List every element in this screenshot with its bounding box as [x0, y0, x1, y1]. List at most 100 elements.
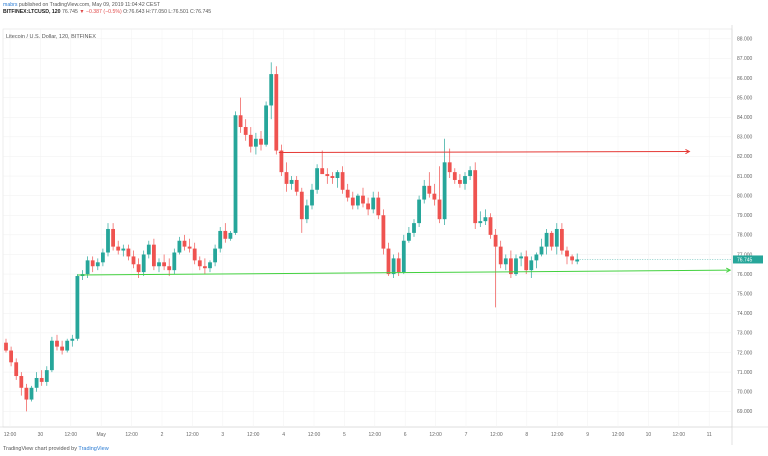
candle [524, 250, 529, 275]
tradingview-logo[interactable]: TradingView [78, 446, 109, 452]
candle [452, 168, 457, 184]
candle [565, 246, 569, 265]
candle-body [325, 174, 330, 177]
candle [24, 383, 29, 412]
candle-body [468, 170, 472, 177]
candle-body [111, 228, 115, 247]
candle-body [136, 264, 141, 273]
candle-body [254, 138, 258, 147]
candle-body [549, 232, 554, 247]
support-line-segment[interactable] [77, 269, 731, 276]
candle-body [4, 342, 8, 351]
candle-body [264, 105, 268, 145]
candle-body [70, 338, 75, 341]
candle [203, 258, 207, 275]
resistance-arrowhead [685, 148, 691, 155]
candle-body [233, 115, 238, 233]
candle [493, 228, 498, 308]
support-line[interactable] [77, 267, 732, 276]
candle-body [478, 221, 483, 224]
candle [4, 338, 8, 353]
candle-body [95, 262, 100, 267]
candle-body [330, 176, 335, 179]
candle [85, 256, 90, 278]
candle-body [152, 244, 156, 267]
candle-body [381, 215, 386, 249]
footer: TradingView chart provided by TradingVie… [3, 446, 109, 452]
candle-body [493, 234, 498, 247]
last-price-label: 76.745 [737, 257, 753, 263]
candle [519, 252, 523, 267]
y-tick-label: 80.000 [737, 193, 753, 199]
candle [284, 162, 289, 192]
candle [248, 127, 253, 153]
candle-body [34, 377, 39, 388]
symbol-label: BITFINEX:LTCUSD, 120 [3, 9, 61, 15]
candlestick-chart[interactable]: 88.000 87.000 86.000 85.000 84.000 83.000 82.0… [0, 25, 768, 445]
candle-body [310, 189, 314, 206]
x-tick-label: 8 [525, 432, 528, 438]
header-symbol-line: BITFINEX:LTCUSD, 120 76.745 ▼ −0.387 (−0… [3, 9, 211, 16]
y-tick-label: 79.000 [737, 213, 753, 219]
candle [238, 97, 243, 133]
candle-body [299, 191, 304, 220]
candle [14, 358, 19, 380]
y-tick-label: 71.000 [737, 370, 753, 376]
candle-body [14, 362, 19, 377]
candle-body [85, 260, 90, 275]
candle-body [447, 162, 452, 173]
y-tick-label: 76.000 [737, 272, 753, 278]
y-tick-label: 70.000 [737, 390, 753, 396]
candle-body [177, 240, 182, 253]
candle [177, 236, 182, 255]
y-tick-label: 77.000 [737, 252, 753, 258]
candle [213, 244, 217, 267]
candle [95, 258, 100, 271]
candle-body [279, 150, 284, 173]
candle [264, 101, 268, 147]
candle [315, 164, 319, 194]
candle [228, 230, 233, 241]
x-tick-label: 12:00 [247, 432, 260, 438]
candle-body [391, 258, 396, 275]
candle-body [162, 262, 166, 267]
candle [509, 250, 513, 278]
trend-lines[interactable] [77, 148, 732, 276]
chart-area[interactable]: 88.000 87.000 86.000 85.000 84.000 83.000 82.0… [0, 25, 768, 445]
candle-body [396, 258, 401, 273]
candle [514, 254, 518, 277]
candle [19, 372, 24, 396]
y-tick-label: 84.000 [737, 115, 753, 121]
candle-body [126, 248, 131, 257]
y-tick-label: 86.000 [737, 76, 753, 82]
candle [549, 230, 554, 251]
resistance-line[interactable] [278, 148, 691, 155]
candle [259, 130, 263, 151]
candle-body [554, 228, 559, 247]
candle [157, 258, 161, 273]
x-tick-label: 12:00 [612, 432, 625, 438]
candle [427, 172, 432, 198]
candle-body [172, 252, 177, 271]
candle [141, 250, 146, 277]
candle-body [141, 254, 146, 273]
x-tick-label: 2 [161, 432, 164, 438]
candle [458, 174, 462, 188]
candle [146, 240, 151, 259]
candle [294, 176, 299, 196]
candle [101, 248, 105, 267]
candle-body [315, 168, 319, 190]
y-tick-label: 74.000 [737, 311, 753, 317]
resistance-line-segment[interactable] [278, 151, 690, 154]
candle-body [570, 256, 574, 261]
candle [366, 197, 370, 216]
candle [422, 179, 427, 204]
author-link[interactable]: mabrs [3, 2, 18, 8]
candle-body [192, 248, 197, 261]
candle [269, 62, 274, 120]
y-axis: 88.000 87.000 86.000 85.000 84.000 83.000 82.0… [737, 37, 753, 416]
candle-body [55, 340, 59, 347]
x-tick-label: 11 [707, 432, 712, 438]
candle-body [452, 172, 457, 180]
candle [167, 258, 172, 277]
